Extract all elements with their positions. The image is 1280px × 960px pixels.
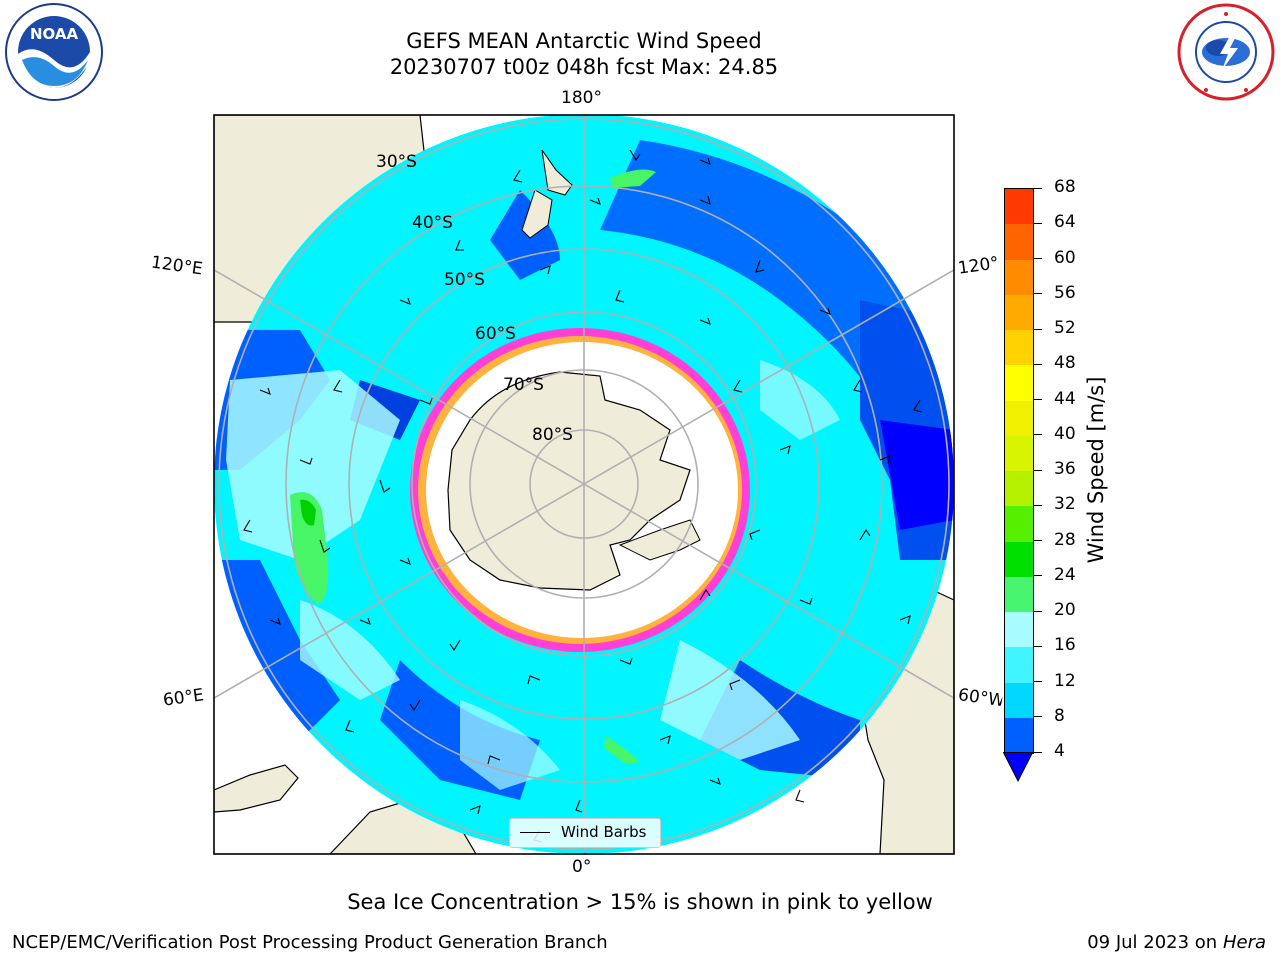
map-frame: [213, 114, 955, 855]
colorbar-tick-label: 68: [1054, 177, 1076, 197]
colorbar-tick-label: 32: [1054, 494, 1076, 515]
colorbar-tick-mark: [1034, 504, 1042, 506]
colorbar-tick-mark: [1034, 681, 1042, 682]
colorbar-tick-mark: [1034, 328, 1042, 330]
colorbar-tick-label: 60: [1054, 247, 1076, 268]
colorbar-tick-label: 40: [1054, 423, 1076, 444]
colorbar-tick-mark: [1034, 751, 1042, 753]
colorbar-segment: [1005, 647, 1033, 683]
colorbar-label: Wind Speed [m/s]: [1084, 376, 1108, 564]
colorbar-tick-mark: [1034, 399, 1042, 400]
colorbar-segment: [1005, 330, 1033, 366]
colorbar-tick-mark: [1034, 575, 1042, 577]
map-legend: Wind Barbs: [509, 818, 661, 848]
colorbar-tick-mark: [1034, 258, 1042, 259]
antarctica-land: [447, 371, 691, 591]
colorbar-tick-label: 48: [1054, 353, 1076, 374]
colorbar-tick-label: 28: [1054, 529, 1076, 550]
colorbar-segment: [1005, 400, 1033, 436]
new-zealand-land: [541, 149, 573, 196]
colorbar-segment: [1005, 189, 1033, 225]
colorbar-tick-mark: [1034, 187, 1042, 189]
colorbar-segment: [1005, 682, 1033, 718]
colorbar-tick-mark: [1034, 716, 1042, 718]
colorbar-tick-mark: [1034, 469, 1042, 471]
colorbar-segment: [1005, 576, 1033, 612]
colorbar-tick-mark: [1034, 645, 1042, 647]
colorbar-tick-label: 24: [1054, 564, 1076, 585]
noaa-logo: NOAA: [5, 3, 103, 101]
colorbar-segment: [1005, 294, 1033, 330]
lat-label-40s: 40°S: [412, 213, 453, 233]
national-weather-service-logo: [1177, 3, 1275, 101]
colorbar-tick-label: 16: [1054, 635, 1076, 656]
colorbar-tick-label: 64: [1054, 212, 1076, 233]
lat-label-60s: 60°S: [475, 324, 516, 344]
lat-label-30s: 30°S: [376, 152, 417, 172]
colorbar-segment: [1005, 365, 1033, 401]
sea-ice-note: Sea Ice Concentration > 15% is shown in …: [347, 890, 933, 914]
lat-label-80s: 80°S: [532, 425, 573, 445]
colorbar-segment: [1005, 471, 1033, 507]
noaa-logo-text: NOAA: [30, 25, 79, 43]
madagascar-land: [214, 764, 299, 813]
colorbar-tick-mark: [1034, 540, 1042, 541]
chart-title: GEFS MEAN Antarctic Wind Speed: [406, 29, 762, 53]
colorbar-tick-label: 44: [1054, 388, 1076, 409]
chart-subtitle: 20230707 t00z 048h fcst Max: 24.85: [389, 55, 779, 79]
colorbar-segment: [1005, 435, 1033, 471]
colorbar-segment: [1005, 506, 1033, 542]
colorbar-segment: [1005, 259, 1033, 295]
colorbar-tick-label: 52: [1054, 318, 1076, 338]
colorbar-tick-label: 20: [1054, 600, 1076, 620]
wind-barbs-legend-label: Wind Barbs: [561, 823, 647, 841]
colorbar-tick-label: 8: [1054, 705, 1065, 726]
lat-label-70s: 70°S: [503, 375, 544, 395]
colorbar-segment: [1005, 541, 1033, 577]
colorbar-tick-label: 36: [1054, 459, 1076, 479]
colorbar-tick-label: 56: [1054, 282, 1076, 303]
colorbar-tick-mark: [1034, 293, 1042, 295]
graticule: [214, 115, 954, 854]
date-stamp: 09 Jul 2023 on Hera: [1087, 932, 1266, 953]
colorbar-tick-mark: [1034, 222, 1042, 224]
colorbar-segment: [1005, 224, 1033, 260]
lon-label-bottom: 0°: [572, 857, 592, 877]
colorbar-tick-mark: [1034, 610, 1042, 612]
colorbar: [1004, 188, 1034, 754]
colorbar-segment: [1005, 612, 1033, 648]
colorbar-underflow-arrow: [1003, 752, 1033, 782]
colorbar-tick-mark: [1034, 434, 1042, 436]
lon-label-top: 180°: [561, 88, 602, 108]
date-text: 09 Jul 2023 on: [1087, 932, 1223, 953]
colorbar-segment: [1005, 717, 1033, 753]
credit-text: NCEP/EMC/Verification Post Processing Pr…: [12, 932, 608, 953]
machine-name: Hera: [1222, 932, 1266, 953]
colorbar-tick-label: 12: [1054, 670, 1076, 691]
wind-barb-legend-line: [520, 832, 550, 833]
lat-label-50s: 50°S: [444, 270, 485, 290]
colorbar-tick-label: 4: [1054, 741, 1065, 761]
colorbar-tick-mark: [1034, 363, 1042, 365]
